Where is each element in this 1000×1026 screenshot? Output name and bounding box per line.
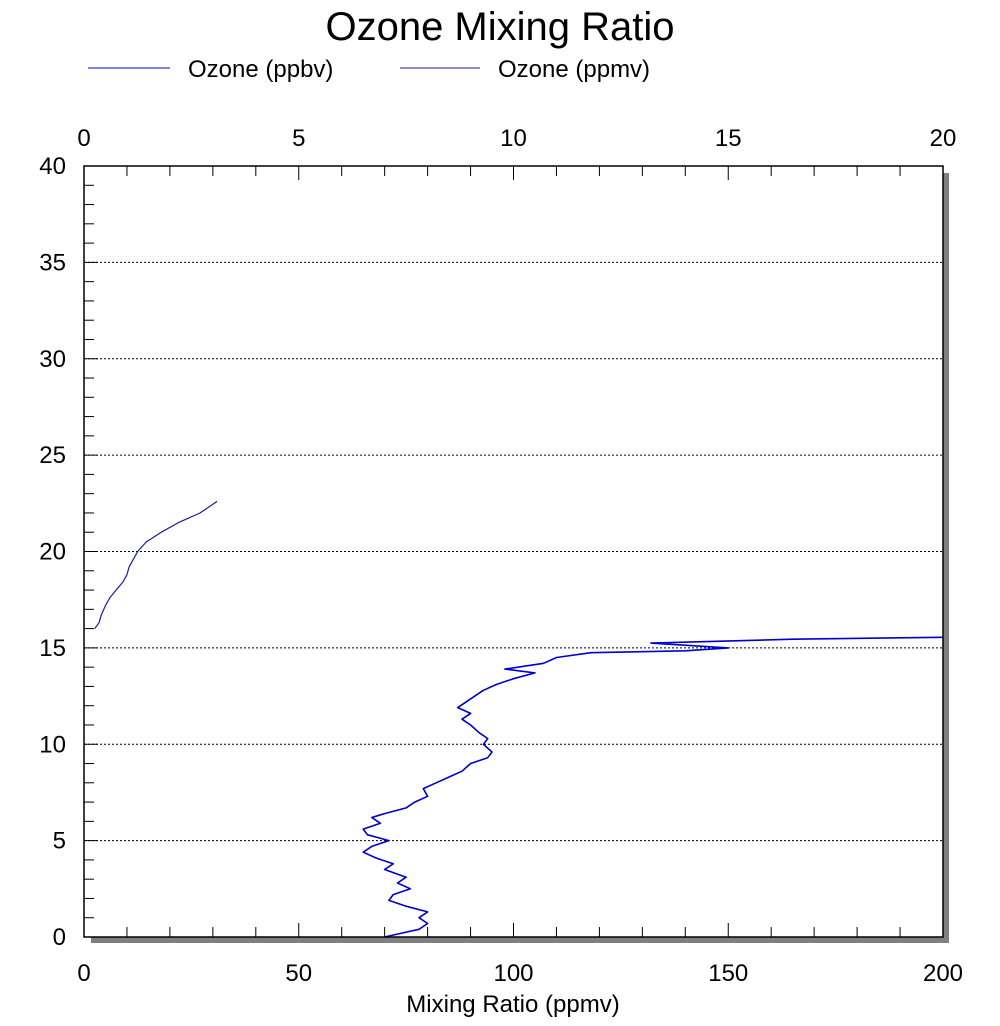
- y-tick-label: 30: [39, 346, 66, 373]
- y-tick-label: 10: [39, 731, 66, 758]
- legend: Ozone (ppbv) Ozone (ppmv): [88, 56, 650, 83]
- plot-frame: [83, 165, 944, 938]
- bottom-tick-label: 100: [493, 960, 533, 987]
- chart-title: Ozone Mixing Ratio: [325, 5, 674, 49]
- top-tick-label: 5: [292, 125, 305, 152]
- top-tick-label: 10: [500, 125, 527, 152]
- y-tick-label: 20: [39, 539, 66, 566]
- top-tick-label: 20: [930, 125, 957, 152]
- series-line-ozone-ppbv: [362, 636, 944, 938]
- grid: [84, 261, 943, 842]
- y-tick-label: 40: [39, 153, 66, 180]
- legend-label-ppbv: Ozone (ppbv): [188, 56, 333, 83]
- bottom-tick-label: 150: [708, 960, 748, 987]
- bottom-tick-label: 0: [77, 960, 90, 987]
- y-tick-label: 35: [39, 249, 66, 276]
- plot-shadow-bottom: [91, 937, 949, 943]
- series-layer: [94, 500, 944, 938]
- x-axis-label: Mixing Ratio (ppmv): [406, 991, 619, 1018]
- y-tick-label: 5: [53, 828, 66, 855]
- plot-shadow-right: [943, 173, 949, 943]
- bottom-tick-label: 200: [923, 960, 963, 987]
- series-line-ozone-ppmv: [94, 500, 218, 629]
- tick-labels: 0 5 10 15 20 25 30 35 40 0 50 100 150 200 0 5 10 15 20: [39, 125, 963, 987]
- y-tick-label: 25: [39, 442, 66, 469]
- top-tick-label: 15: [715, 125, 742, 152]
- y-tick-label: 15: [39, 635, 66, 662]
- top-tick-label: 0: [77, 125, 90, 152]
- y-tick-label: 0: [53, 924, 66, 951]
- legend-label-ppmv: Ozone (ppmv): [498, 56, 650, 83]
- bottom-tick-label: 50: [285, 960, 312, 987]
